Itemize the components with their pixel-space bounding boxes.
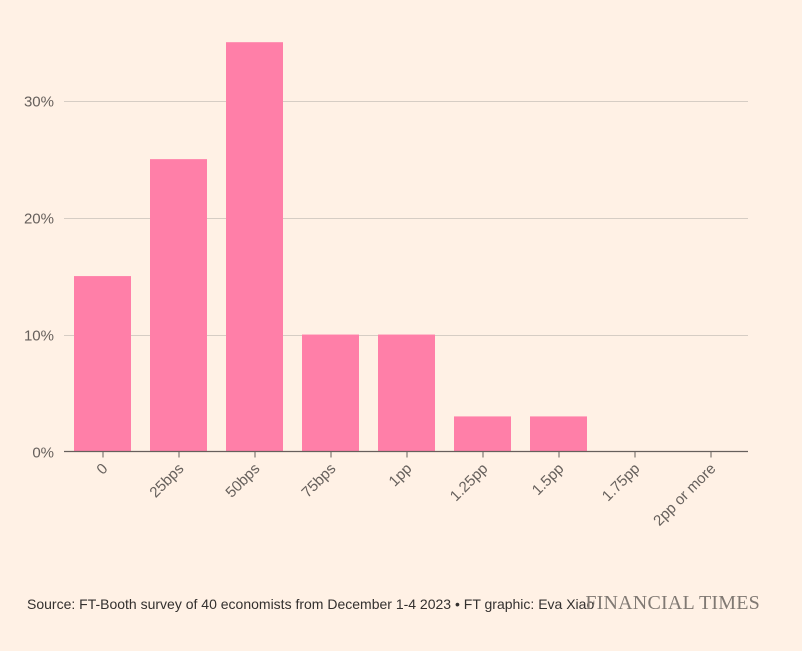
- bar-75bps: [302, 334, 359, 452]
- x-tick-label: 75bps: [298, 460, 339, 501]
- y-tick-label: 0%: [32, 445, 54, 462]
- financial-times-logo: FINANCIAL TIMES: [585, 592, 760, 614]
- bar-1-5pp: [530, 416, 587, 452]
- y-tick-label: 10%: [24, 328, 54, 345]
- x-tick-label: 0: [93, 460, 111, 478]
- x-tick-label: 1.75pp: [599, 460, 643, 504]
- bar-50bps: [226, 42, 283, 452]
- x-tick-label: 1.5pp: [529, 460, 568, 499]
- bar-1-25pp: [454, 416, 511, 452]
- bar-0: [74, 276, 131, 452]
- bar-chart: 0% 10% 20% 30% 0 25bps 50bps 75bps 1pp 1.25pp 1.5…: [24, 42, 748, 530]
- x-tick-label: 50bps: [222, 460, 263, 501]
- x-tick-label: 1.25pp: [447, 460, 491, 504]
- x-tick-label: 2pp or more: [650, 460, 719, 529]
- y-axis-tick-labels: 0% 10% 20% 30%: [24, 94, 54, 462]
- bar-1pp: [378, 334, 435, 452]
- x-axis: [64, 450, 748, 458]
- x-tick-label: 25bps: [146, 460, 187, 501]
- bar-25bps: [150, 159, 207, 452]
- bars: [74, 42, 587, 452]
- x-tick-label: 1pp: [386, 460, 416, 490]
- y-tick-label: 20%: [24, 211, 54, 228]
- x-axis-tick-labels: 0 25bps 50bps 75bps 1pp 1.25pp 1.5pp 1.75pp 2pp …: [93, 460, 719, 529]
- source-note: Source: FT-Booth survey of 40 economists…: [27, 596, 595, 612]
- y-tick-label: 30%: [24, 94, 54, 111]
